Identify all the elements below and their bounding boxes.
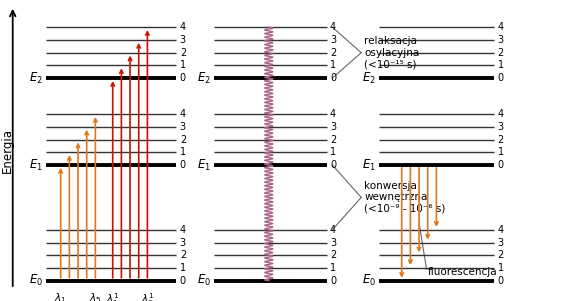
Text: $E_0$: $E_0$: [29, 273, 43, 288]
Text: $E_1$: $E_1$: [197, 157, 211, 172]
Text: 3: 3: [180, 122, 186, 132]
Text: 0: 0: [180, 160, 186, 170]
Text: 4: 4: [498, 225, 504, 235]
Text: 4: 4: [498, 22, 504, 32]
Text: 3: 3: [330, 122, 336, 132]
Text: 4: 4: [180, 22, 186, 32]
Text: 3: 3: [498, 35, 504, 45]
Text: 2: 2: [498, 250, 504, 260]
Text: 4: 4: [180, 109, 186, 119]
Text: $E_2$: $E_2$: [362, 71, 376, 86]
Text: 1: 1: [498, 147, 504, 157]
Text: 1: 1: [180, 147, 186, 157]
Text: $E_2$: $E_2$: [197, 71, 211, 86]
Text: $\lambda_1^1$: $\lambda_1^1$: [106, 291, 120, 301]
Text: 2: 2: [330, 250, 336, 260]
Text: $\lambda_5$: $\lambda_5$: [89, 291, 102, 301]
Text: 0: 0: [498, 73, 504, 83]
Text: $E_0$: $E_0$: [362, 273, 376, 288]
Text: 2: 2: [330, 135, 336, 144]
Text: 0: 0: [330, 73, 336, 83]
Text: 0: 0: [330, 160, 336, 170]
Text: 2: 2: [180, 250, 186, 260]
Text: 1: 1: [498, 61, 504, 70]
Text: 2: 2: [498, 48, 504, 58]
Text: 4: 4: [498, 109, 504, 119]
Text: 1: 1: [330, 61, 336, 70]
Text: 1: 1: [180, 61, 186, 70]
Text: 1: 1: [330, 147, 336, 157]
Text: 2: 2: [498, 135, 504, 144]
Text: $E_1$: $E_1$: [29, 157, 43, 172]
Text: 2: 2: [180, 48, 186, 58]
Text: 0: 0: [180, 73, 186, 83]
Text: fluorescencja: fluorescencja: [428, 267, 497, 277]
Text: 0: 0: [180, 276, 186, 286]
Text: 4: 4: [330, 109, 336, 119]
Text: 3: 3: [330, 237, 336, 247]
Text: 0: 0: [498, 160, 504, 170]
Text: $\lambda_1$: $\lambda_1$: [54, 291, 67, 301]
Text: Energia: Energia: [1, 128, 13, 173]
Text: 3: 3: [330, 35, 336, 45]
Text: 0: 0: [498, 276, 504, 286]
Text: 4: 4: [180, 225, 186, 235]
Text: $\lambda_5^1$: $\lambda_5^1$: [140, 291, 154, 301]
Text: 3: 3: [498, 237, 504, 247]
Text: $E_0$: $E_0$: [197, 273, 211, 288]
Text: konwersja
wewnętrzna
(<10⁻⁹ - 10⁻⁶ s): konwersja wewnętrzna (<10⁻⁹ - 10⁻⁶ s): [364, 181, 446, 214]
Text: relaksacja
osylacyjna
(<10⁻¹⁵ s): relaksacja osylacyjna (<10⁻¹⁵ s): [364, 36, 420, 69]
Text: 1: 1: [180, 263, 186, 273]
Text: $E_2$: $E_2$: [29, 71, 43, 86]
Text: $E_1$: $E_1$: [362, 157, 376, 172]
Text: 2: 2: [330, 48, 336, 58]
Text: 3: 3: [498, 122, 504, 132]
Text: 3: 3: [180, 35, 186, 45]
Text: 1: 1: [498, 263, 504, 273]
Text: 4: 4: [330, 22, 336, 32]
Text: 1: 1: [330, 263, 336, 273]
Text: 3: 3: [180, 237, 186, 247]
Text: 2: 2: [180, 135, 186, 144]
Text: 0: 0: [330, 276, 336, 286]
Text: 4: 4: [330, 225, 336, 235]
